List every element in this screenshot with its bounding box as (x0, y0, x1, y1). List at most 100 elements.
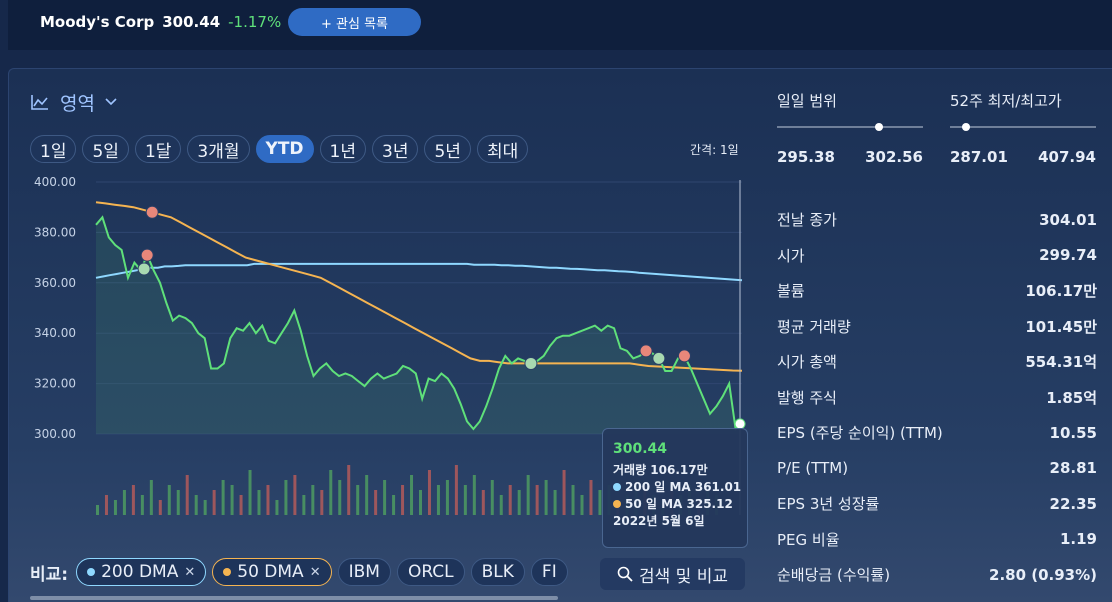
volume-bar (508, 485, 512, 515)
volume-bar (212, 490, 216, 515)
stat-row: EPS (주당 순이익) (TTM) 10.55 (777, 415, 1097, 451)
stat-value: 1.19 (1059, 530, 1097, 549)
tooltip-ma50-text: 50 일 MA 325.12 (625, 497, 733, 511)
volume-bar (266, 485, 270, 515)
volume-bar (499, 495, 503, 515)
company-name: Moody's Corp (40, 13, 155, 31)
volume-bar (113, 500, 117, 515)
volume-bar (96, 505, 99, 515)
volume-bar (284, 480, 288, 515)
week52-range-marker (962, 123, 971, 131)
stat-label: 발행 주식 (777, 388, 837, 407)
ma50-line (95, 201, 743, 372)
crossover-marker (652, 351, 666, 365)
daily-range: 일일 범위 295.38 302.56 (777, 90, 923, 166)
range-button[interactable]: 1달 (134, 135, 182, 163)
tooltip-volume: 거래량 106.17만 (613, 461, 747, 478)
range-button[interactable]: 5일 (82, 135, 129, 163)
volume-bar (490, 480, 494, 515)
ma50-dot-icon (613, 499, 621, 508)
compare-label: 비교: (30, 564, 69, 585)
volume-bar (410, 475, 414, 515)
chart-type-selector[interactable]: 영역 (30, 90, 117, 115)
compare-chip-50dma[interactable]: 50 DMA ✕ (212, 558, 332, 586)
stat-label: EPS (주당 순이익) (TTM) (777, 424, 943, 443)
range-button[interactable]: 1년 (319, 135, 367, 163)
volume-bar (553, 490, 557, 515)
volume-bar (526, 475, 530, 515)
stat-row: 평균 거래량 101.45만 (777, 309, 1097, 345)
range-button[interactable]: 5년 (424, 135, 471, 163)
stat-label: 평균 거래량 (777, 317, 851, 336)
volume-bar (158, 500, 162, 515)
compare-chip-orcl[interactable]: ORCL (396, 558, 465, 586)
stat-value: 10.55 (1049, 423, 1097, 442)
range-button[interactable]: YTD (255, 135, 314, 163)
stat-label: 시가 (777, 246, 805, 265)
daily-range-track (777, 123, 923, 131)
stat-label: PEG 비율 (777, 530, 840, 549)
volume-bar (445, 480, 449, 515)
compare-chip-fi[interactable]: FI (530, 558, 568, 586)
crossover-marker (145, 205, 159, 219)
volume-bar (329, 470, 333, 515)
volume-bar (293, 475, 297, 515)
volume-bar (544, 480, 548, 515)
chart-type-label: 영역 (60, 92, 95, 115)
stat-value: 28.81 (1049, 459, 1097, 478)
compare-chip-ibm[interactable]: IBM (337, 558, 391, 586)
volume-bar (401, 485, 405, 515)
stat-value: 1.85억 (1046, 388, 1097, 407)
range-button[interactable]: 3년 (372, 135, 419, 163)
stat-row: 시가 총액 554.31억 (777, 344, 1097, 380)
y-tick-label: 360.00 (34, 276, 76, 290)
volume-bar (248, 470, 252, 515)
stat-row: 전날 종가 304.01 (777, 202, 1097, 238)
crossover-marker (140, 248, 154, 262)
volume-bar (230, 485, 234, 515)
volume-bar (454, 465, 458, 515)
volume-bar (257, 490, 261, 515)
time-range-buttons: 1일 5일 1달 3개월 YTD 1년 3년 5년 최대 (30, 135, 529, 163)
search-compare-label: 검색 및 비교 (638, 566, 728, 587)
ma200-dot-icon (613, 482, 621, 491)
close-icon[interactable]: ✕ (309, 564, 321, 580)
compare-chip-200dma[interactable]: 200 DMA ✕ (76, 558, 207, 586)
ma50-dot-icon (223, 568, 232, 576)
crossover-marker (137, 262, 151, 276)
volume-bar (365, 475, 369, 515)
stat-value: 106.17만 (1025, 282, 1097, 301)
range-button[interactable]: 3개월 (187, 135, 250, 163)
range-button[interactable]: 1일 (30, 135, 77, 163)
volume-bar (374, 490, 378, 515)
price-change: -1.17% (228, 13, 282, 31)
volume-bar (140, 495, 144, 515)
stat-label: EPS 3년 성장률 (777, 495, 880, 514)
volume-bar (320, 490, 324, 515)
daily-low: 295.38 (777, 148, 835, 166)
price-area-fill (96, 217, 742, 434)
search-compare-button[interactable]: 검색 및 비교 (600, 558, 745, 590)
chip-label: 200 DMA (101, 562, 179, 582)
volume-bar (571, 485, 575, 515)
stat-row: PEG 비율 1.19 (777, 522, 1097, 558)
horizontal-scrollbar[interactable] (30, 596, 558, 600)
daily-range-title: 일일 범위 (777, 92, 837, 110)
stat-row: 발행 주식 1.85억 (777, 380, 1097, 416)
volume-bar (221, 480, 225, 515)
volume-bar (383, 480, 387, 515)
price-line (95, 215, 743, 431)
compare-chip-blk[interactable]: BLK (470, 558, 525, 586)
stat-value: 554.31억 (1025, 353, 1097, 372)
volume-bar (392, 495, 396, 515)
volume-bar (427, 470, 431, 515)
volume-bar (203, 500, 207, 515)
volume-bar (517, 490, 521, 515)
volume-bar (481, 490, 485, 515)
close-icon[interactable]: ✕ (184, 564, 196, 580)
range-button[interactable]: 최대 (476, 135, 529, 163)
add-watchlist-button[interactable]: + 관심 목록 (288, 8, 421, 36)
volume-bar (131, 485, 135, 515)
stat-row: EPS 3년 성장률 22.35 (777, 486, 1097, 522)
y-tick-label: 320.00 (34, 377, 76, 391)
